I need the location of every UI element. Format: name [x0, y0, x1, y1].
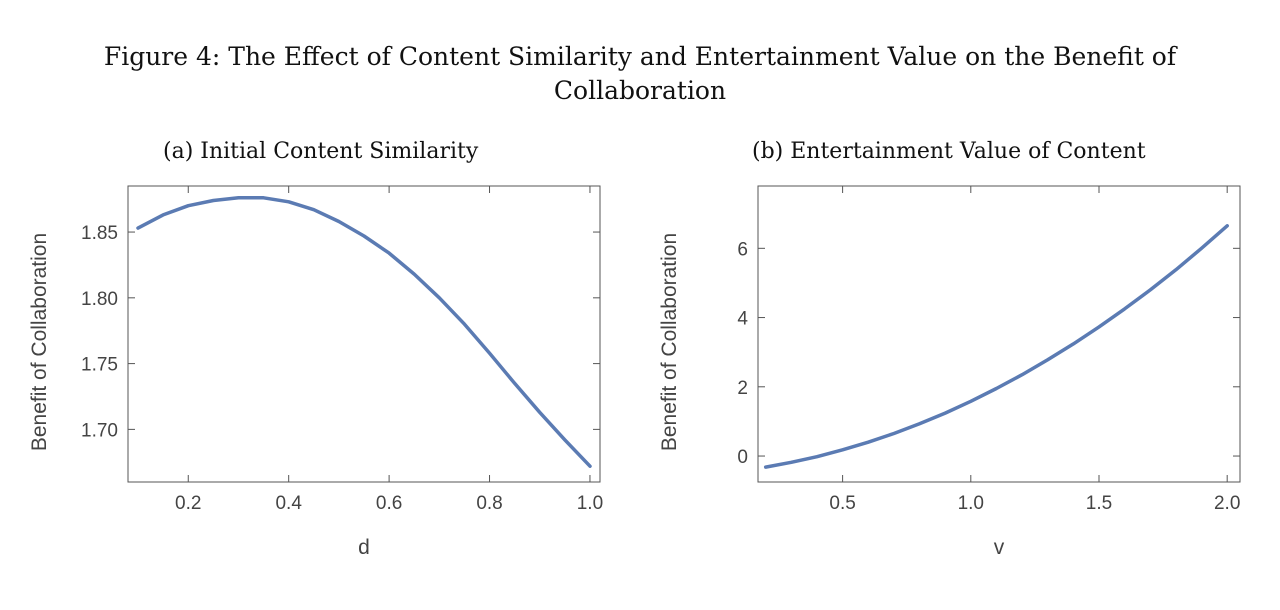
chart-b-xtick-label: 1.5 [1086, 493, 1112, 514]
chart-a: 0.2 0.4 0.6 0.8 1.0 1.70 1.75 1.80 1.85 d Benefit … [28, 185, 603, 559]
chart-a-series-line [136, 196, 592, 468]
chart-b-ytick-label: 4 [737, 309, 748, 330]
chart-a-ytick-label: 1.70 [81, 420, 118, 441]
chart-b-xtick-label: 0.5 [829, 493, 855, 514]
chart-b-ytick-label: 2 [737, 378, 748, 399]
chart-b-ytick-label: 6 [737, 239, 748, 260]
chart-b-y-axis-label: Benefit of Collaboration [658, 233, 681, 451]
chart-a-xtick-label: 0.6 [376, 493, 402, 514]
chart-b: 0.5 1.0 1.5 2.0 0 2 4 6 v Benefit of Collaboratio… [658, 185, 1241, 559]
chart-b-plot-frame [757, 185, 1241, 483]
chart-b-ytick-label: 0 [737, 447, 748, 468]
chart-a-ytick-label: 1.85 [81, 223, 118, 244]
figure-title-line2: Collaboration [553, 76, 727, 105]
chart-a-ytick-label: 1.75 [81, 355, 118, 376]
chart-a-ytick-label: 1.80 [81, 289, 118, 310]
chart-b-xtick-label: 2.0 [1214, 493, 1240, 514]
chart-b-xtick-label: 1.0 [958, 493, 984, 514]
chart-a-xtick-label: 0.4 [275, 493, 302, 514]
figure-title-line1: Figure 4: The Effect of Content Similari… [103, 42, 1177, 71]
chart-a-y-axis-label: Benefit of Collaboration [28, 233, 51, 451]
chart-a-plot-frame [127, 185, 601, 483]
chart-a-xtick-label: 0.8 [476, 493, 502, 514]
panel-a-title: (a) Initial Content Similarity [163, 139, 479, 164]
chart-a-xtick-label: 1.0 [577, 493, 603, 514]
chart-b-x-axis-label: v [994, 536, 1005, 559]
panel-b-title: (b) Entertainment Value of Content [752, 139, 1146, 164]
chart-a-x-axis-label: d [358, 536, 370, 559]
figure-title: Figure 4: The Effect of Content Similari… [0, 40, 1280, 108]
chart-a-xtick-label: 0.2 [175, 493, 201, 514]
chart-b-series-line [763, 224, 1229, 469]
